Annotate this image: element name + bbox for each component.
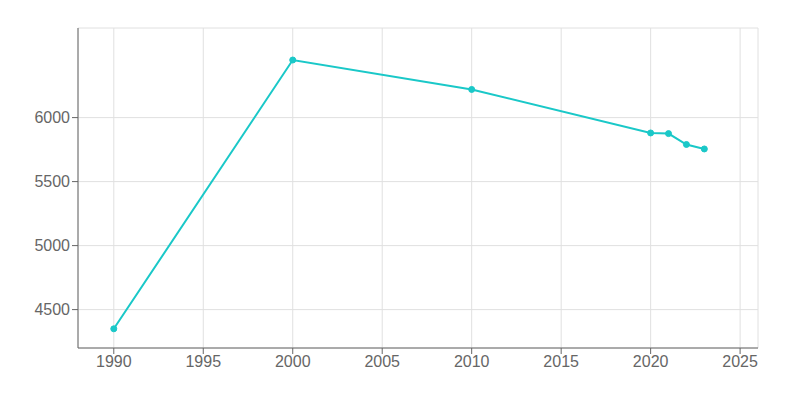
svg-text:5000: 5000 [34, 237, 70, 254]
svg-text:2000: 2000 [275, 353, 311, 370]
svg-text:5500: 5500 [34, 173, 70, 190]
svg-text:1990: 1990 [96, 353, 132, 370]
svg-text:4500: 4500 [34, 301, 70, 318]
svg-text:2025: 2025 [722, 353, 758, 370]
svg-text:2020: 2020 [633, 353, 669, 370]
svg-text:2010: 2010 [454, 353, 490, 370]
svg-text:2005: 2005 [364, 353, 400, 370]
svg-text:6000: 6000 [34, 109, 70, 126]
svg-text:2015: 2015 [543, 353, 579, 370]
svg-text:1995: 1995 [185, 353, 221, 370]
